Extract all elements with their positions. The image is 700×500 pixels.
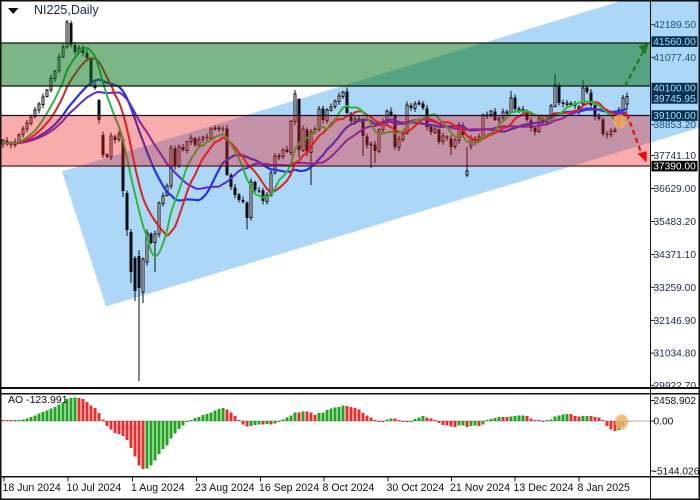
svg-text:0.00: 0.00 — [654, 417, 674, 428]
svg-text:35483.20: 35483.20 — [654, 217, 697, 228]
svg-text:10 Jul 2024: 10 Jul 2024 — [67, 482, 122, 494]
svg-text:AO -123.991: AO -123.991 — [8, 394, 68, 406]
svg-text:39745.95: 39745.95 — [653, 94, 696, 105]
svg-text:2458.902: 2458.902 — [654, 396, 697, 407]
svg-text:34371.10: 34371.10 — [654, 250, 697, 261]
svg-text:-5144.026: -5144.026 — [654, 467, 700, 478]
svg-text:8 Jan 2025: 8 Jan 2025 — [578, 482, 631, 494]
svg-text:41077.40: 41077.40 — [654, 53, 697, 64]
svg-text:1 Aug 2024: 1 Aug 2024 — [131, 482, 185, 494]
svg-text:41560.00: 41560.00 — [653, 37, 696, 48]
svg-text:18 Jun 2024: 18 Jun 2024 — [3, 482, 61, 494]
svg-text:NI225,Daily: NI225,Daily — [34, 3, 99, 17]
svg-text:21 Nov 2024: 21 Nov 2024 — [450, 482, 510, 494]
svg-text:29922.70: 29922.70 — [654, 381, 697, 392]
svg-text:31034.80: 31034.80 — [654, 349, 697, 360]
svg-text:39100.00: 39100.00 — [653, 111, 696, 122]
svg-text:23 Aug 2024: 23 Aug 2024 — [195, 482, 255, 494]
svg-text:13 Dec 2024: 13 Dec 2024 — [514, 482, 574, 494]
svg-text:38853.20: 38853.20 — [654, 120, 697, 131]
svg-text:37390.00: 37390.00 — [653, 162, 696, 173]
svg-text:8 Oct 2024: 8 Oct 2024 — [323, 482, 375, 494]
svg-text:36629.00: 36629.00 — [654, 184, 697, 195]
svg-text:33259.00: 33259.00 — [654, 283, 697, 294]
svg-text:30 Oct 2024: 30 Oct 2024 — [387, 482, 445, 494]
svg-text:40100.00: 40100.00 — [653, 84, 696, 95]
svg-text:32146.90: 32146.90 — [654, 316, 697, 327]
svg-text:16 Sep 2024: 16 Sep 2024 — [259, 482, 319, 494]
svg-text:42189.50: 42189.50 — [654, 20, 697, 31]
svg-text:37741.10: 37741.10 — [654, 151, 697, 162]
